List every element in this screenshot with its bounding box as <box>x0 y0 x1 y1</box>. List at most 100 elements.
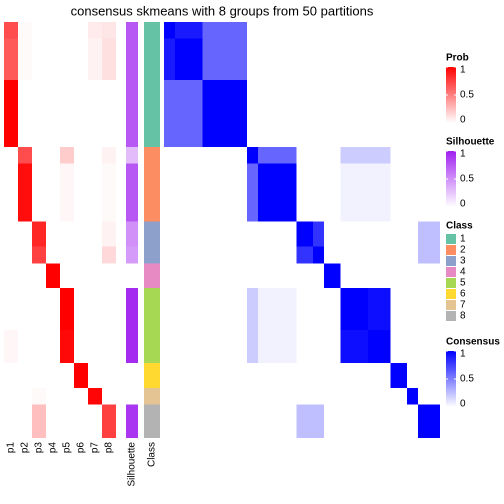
consensus-cell <box>175 363 203 389</box>
prob-cell <box>102 163 116 222</box>
consensus-cell <box>175 329 203 364</box>
consensus-cell <box>417 404 440 438</box>
consensus-cell <box>406 263 418 289</box>
prob-cell <box>32 163 46 222</box>
consensus-cell <box>368 38 391 81</box>
legend-title: Silhouette <box>446 137 495 148</box>
prob-cell <box>4 263 18 289</box>
consensus-cell <box>202 22 247 39</box>
prob-cell <box>46 388 60 405</box>
consensus-cell <box>406 388 418 405</box>
legend-bar <box>446 67 456 123</box>
prob-cell <box>32 363 46 389</box>
legend-tick-label: 1 <box>460 65 466 76</box>
prob-cell <box>88 263 102 289</box>
prob-cell <box>102 404 116 438</box>
prob-cell <box>60 363 74 389</box>
prob-cell <box>4 404 18 438</box>
prob-cell <box>88 246 102 264</box>
prob-cell <box>60 246 74 264</box>
prob-cell <box>46 221 60 247</box>
legend-label: 2 <box>460 245 466 256</box>
class-swatch <box>446 234 456 244</box>
consensus-cell <box>324 80 341 147</box>
consensus-cell <box>313 388 325 405</box>
prob-cell <box>4 388 18 405</box>
consensus-cell <box>313 329 325 364</box>
consensus-cell <box>164 363 176 389</box>
prob-cell <box>18 246 32 264</box>
column-label: p5 <box>62 442 73 454</box>
consensus-cell <box>246 288 258 330</box>
consensus-cell <box>340 388 369 405</box>
consensus-cell <box>175 388 203 405</box>
consensus-cell <box>257 163 297 222</box>
consensus-cell <box>417 22 440 39</box>
consensus-cell <box>246 263 258 289</box>
consensus-cell <box>368 288 391 330</box>
consensus-cell <box>417 246 440 264</box>
consensus-cell <box>313 263 325 289</box>
prob-cell <box>102 288 116 330</box>
silhouette-cell <box>126 363 138 389</box>
prob-cell <box>88 163 102 222</box>
consensus-cell <box>313 80 325 147</box>
consensus-cell <box>417 329 440 364</box>
consensus-cell <box>390 363 407 389</box>
prob-cell <box>60 404 74 438</box>
prob-cell <box>46 246 60 264</box>
prob-cell <box>18 404 32 438</box>
consensus-cell <box>296 221 314 247</box>
consensus-cell <box>324 329 341 364</box>
class-cell <box>144 263 160 289</box>
consensus-cell <box>390 329 407 364</box>
silhouette-cell <box>126 163 138 222</box>
consensus-cell <box>324 221 341 247</box>
class-cell <box>144 363 160 389</box>
prob-cell <box>102 246 116 264</box>
legend-label: 4 <box>460 267 466 278</box>
consensus-cell <box>164 288 176 330</box>
prob-cell <box>74 146 88 164</box>
consensus-cell <box>313 404 325 438</box>
prob-cell <box>60 329 74 364</box>
consensus-cell <box>257 22 297 39</box>
consensus-cell <box>324 22 341 39</box>
legend-title: Consensus <box>446 337 500 348</box>
consensus-cell <box>164 263 176 289</box>
class-cell <box>144 146 160 222</box>
consensus-cell <box>406 163 418 222</box>
prob-cell <box>32 221 46 247</box>
consensus-cell <box>368 22 391 39</box>
consensus-cell <box>257 288 297 330</box>
prob-cell <box>32 22 46 39</box>
prob-cell <box>102 22 116 39</box>
class-swatch <box>446 256 456 266</box>
silhouette-cell <box>126 146 138 164</box>
consensus-cell <box>406 404 418 438</box>
silhouette-cell <box>126 246 138 264</box>
chart-title: consensus skmeans with 8 groups from 50 … <box>71 3 374 18</box>
prob-cell <box>74 38 88 81</box>
consensus-cell <box>313 146 325 164</box>
consensus-cell <box>175 22 203 39</box>
prob-cell <box>74 221 88 247</box>
class-swatch <box>446 245 456 255</box>
legend-tick-label: 0.5 <box>460 90 474 101</box>
column-label: p3 <box>34 442 45 454</box>
legend-tick-label: 1 <box>460 349 466 360</box>
prob-cell <box>32 263 46 289</box>
consensus-cell <box>368 246 391 264</box>
prob-cell <box>60 22 74 39</box>
class-cell <box>144 221 160 264</box>
consensus-cell <box>257 221 297 247</box>
prob-cell <box>18 329 32 364</box>
consensus-cell <box>313 22 325 39</box>
consensus-cell <box>257 246 297 264</box>
consensus-cell <box>313 38 325 81</box>
class-swatch <box>446 300 456 310</box>
consensus-cell <box>202 163 247 222</box>
consensus-cell <box>368 404 391 438</box>
consensus-cell <box>324 288 341 330</box>
consensus-cell <box>246 329 258 364</box>
